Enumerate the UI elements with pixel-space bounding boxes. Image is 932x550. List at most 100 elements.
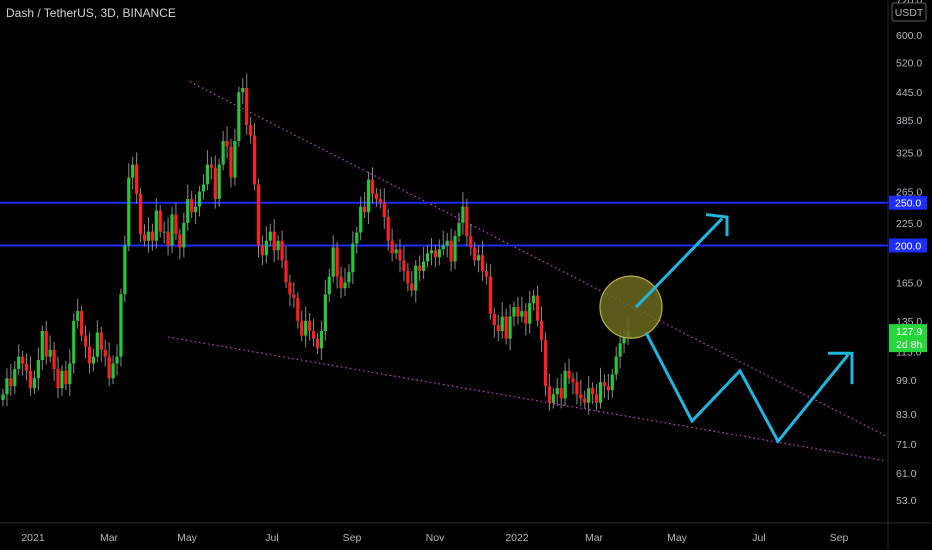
candle-body bbox=[319, 331, 323, 349]
candle-body bbox=[158, 210, 162, 232]
candle-body bbox=[524, 311, 528, 324]
candle-body bbox=[60, 370, 64, 389]
time-tick-label: 2021 bbox=[21, 532, 45, 544]
candle-body bbox=[508, 316, 512, 339]
horizontal-levels bbox=[0, 201, 888, 247]
candle-body bbox=[28, 370, 33, 389]
candle-body bbox=[201, 184, 206, 192]
candle-body bbox=[135, 164, 139, 194]
candle-body bbox=[146, 231, 151, 241]
price-tick-label: 520.0 bbox=[896, 57, 922, 69]
candle-body bbox=[131, 164, 135, 178]
candle-body bbox=[190, 198, 194, 213]
candle-body bbox=[272, 231, 276, 251]
candle-body bbox=[80, 311, 84, 336]
level-tag bbox=[889, 195, 927, 210]
candle-body bbox=[418, 265, 422, 272]
candle-body bbox=[127, 177, 131, 246]
candle-body bbox=[76, 311, 80, 321]
candle-body bbox=[516, 307, 520, 317]
candle-body bbox=[32, 378, 37, 389]
candle-body bbox=[351, 243, 355, 273]
candle-body bbox=[311, 331, 316, 339]
time-tick-label: Sep bbox=[343, 532, 362, 544]
level-tag-label: 250.0 bbox=[895, 198, 921, 210]
candle-body bbox=[288, 282, 292, 295]
candle-body bbox=[618, 343, 622, 357]
candle-body bbox=[614, 356, 618, 375]
last-price-label: 127.9 bbox=[896, 326, 922, 338]
candle-body bbox=[249, 125, 253, 136]
candle-body bbox=[591, 388, 595, 395]
candle-body bbox=[559, 388, 563, 399]
candle-body bbox=[276, 240, 280, 251]
candle-body bbox=[323, 294, 327, 332]
candle-body bbox=[370, 179, 375, 194]
candle-body bbox=[162, 231, 166, 233]
price-tick-label: 385.0 bbox=[896, 115, 922, 127]
candle-body bbox=[245, 87, 249, 126]
candle-body bbox=[622, 337, 626, 344]
candle-body bbox=[575, 382, 579, 395]
candle-body bbox=[339, 276, 343, 289]
candle-body bbox=[304, 320, 308, 336]
candle-body bbox=[606, 386, 610, 391]
candle-body bbox=[87, 346, 92, 364]
time-tick-label: May bbox=[667, 532, 688, 544]
candle-body bbox=[583, 398, 587, 403]
candle-body bbox=[504, 316, 508, 339]
candle-body bbox=[40, 331, 44, 361]
candle-body bbox=[343, 282, 347, 289]
upper-trendline bbox=[189, 81, 887, 437]
candle-body bbox=[229, 146, 233, 178]
candles bbox=[1, 73, 630, 415]
candle-body bbox=[174, 214, 178, 235]
currency-label: USDT bbox=[895, 7, 924, 19]
candle-body bbox=[398, 249, 402, 261]
candle-body bbox=[327, 276, 331, 295]
candle-body bbox=[24, 363, 29, 371]
bull-projection-arrow bbox=[634, 217, 724, 309]
candle-body bbox=[539, 320, 544, 341]
level-tag-label: 200.0 bbox=[895, 240, 921, 252]
candle-body bbox=[394, 249, 398, 254]
candle-body bbox=[280, 240, 284, 261]
candle-body bbox=[166, 231, 170, 246]
candle-body bbox=[83, 335, 88, 347]
candle-body bbox=[197, 191, 202, 207]
candle-body bbox=[264, 240, 268, 256]
candle-body bbox=[13, 368, 17, 387]
countdown-label: 2d 8h bbox=[896, 339, 922, 351]
candle-body bbox=[252, 135, 257, 185]
candle-body bbox=[355, 232, 359, 244]
candle-body bbox=[52, 349, 56, 369]
candle-body bbox=[48, 349, 52, 357]
candle-body bbox=[225, 140, 229, 147]
candle-body bbox=[500, 316, 504, 332]
candle-body bbox=[402, 260, 406, 272]
candle-body bbox=[363, 206, 367, 213]
candle-body bbox=[331, 247, 335, 277]
candle-body bbox=[103, 349, 107, 357]
candle-body bbox=[1, 394, 5, 401]
zigzag-arrowhead bbox=[828, 351, 854, 385]
candle-body bbox=[386, 217, 390, 241]
candle-body bbox=[315, 338, 320, 349]
price-tick-label: 165.0 bbox=[896, 277, 922, 289]
price-tick-label: 83.0 bbox=[896, 409, 917, 421]
zigzag-projection-arrow bbox=[644, 331, 850, 444]
projection-arrows bbox=[599, 213, 854, 444]
candle-body bbox=[221, 140, 225, 165]
candle-body bbox=[414, 265, 418, 291]
candle-body bbox=[170, 214, 174, 246]
candle-body bbox=[473, 247, 477, 261]
candle-body bbox=[547, 386, 551, 403]
price-tick-label: 225.0 bbox=[896, 218, 922, 230]
candle-body bbox=[64, 370, 68, 385]
candle-body bbox=[480, 255, 485, 272]
candle-body bbox=[359, 206, 363, 233]
candle-body bbox=[610, 374, 614, 391]
time-tick-label: Sep bbox=[830, 532, 849, 544]
